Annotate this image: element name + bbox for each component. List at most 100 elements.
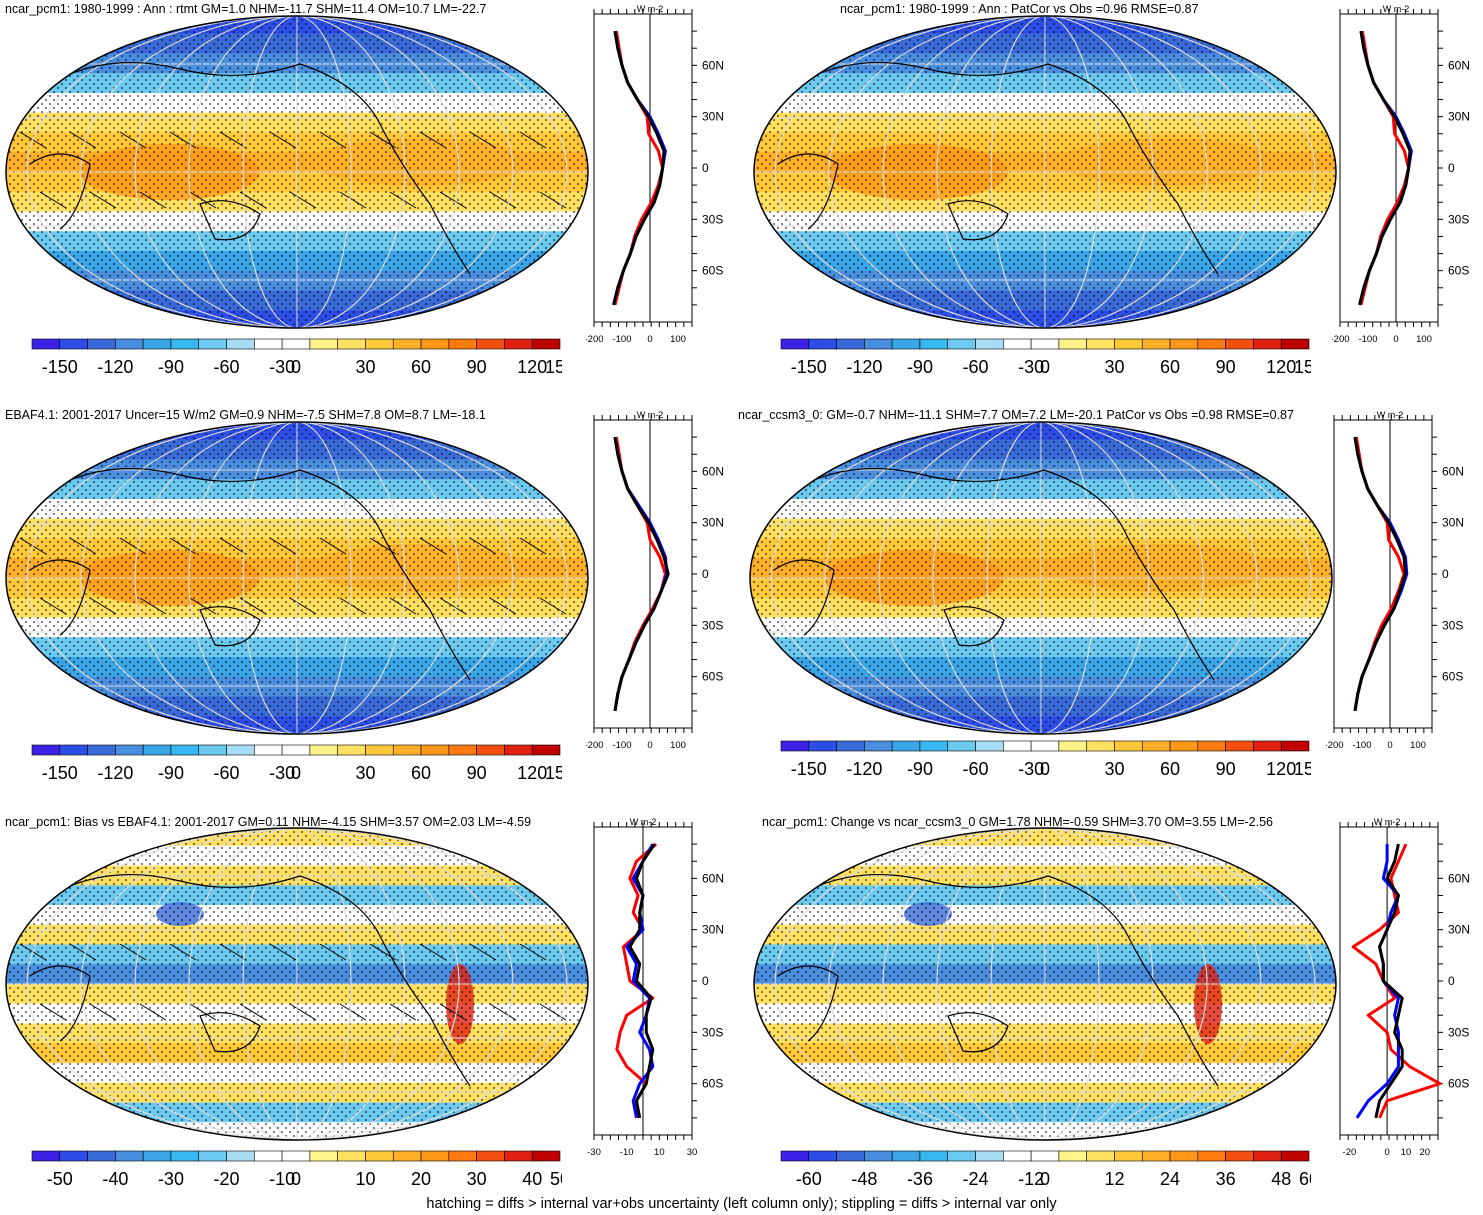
red-series-line: [613, 30, 665, 306]
lat-tick-label: 30S: [1448, 212, 1469, 226]
colorbar-swatch: [392, 338, 422, 350]
colorbar-swatch: [780, 740, 810, 752]
x-tick-label: 20: [1420, 1147, 1431, 1158]
colorbar: -150 -120 -90 -60 -300 30 60 90 120150: [780, 338, 1311, 377]
colorbar-swatch: [1003, 1150, 1032, 1162]
x-tick-label: 0: [1393, 334, 1398, 345]
colorbar: -50 -40 -30 -20 -100 10 20 30 40 50: [31, 1150, 562, 1189]
colorbar-swatch: [254, 744, 283, 756]
colorbar-tick-label: 30: [467, 1169, 487, 1189]
colorbar-tick-label: -150: [791, 759, 827, 779]
colorbar-swatch: [1003, 338, 1032, 350]
colorbar-tick-label: -60: [963, 357, 989, 377]
colorbar-tick-label: 90: [1216, 357, 1236, 377]
profile-frame: [593, 419, 693, 729]
profile-frame: [1339, 13, 1439, 323]
colorbar-swatch: [365, 1150, 394, 1162]
colorbar-swatch: [1225, 338, 1254, 350]
x-axis-label: W m-2: [1383, 4, 1410, 14]
colorbar-swatch: [947, 1150, 976, 1162]
colorbar-swatch: [337, 338, 366, 350]
colorbar-swatch: [476, 1150, 505, 1162]
colorbar-tick-label: 60: [1299, 1169, 1311, 1189]
colorbar-swatch: [808, 740, 837, 752]
colorbar-tick-label: -40: [102, 1169, 128, 1189]
colorbar-tick-label: 12: [1104, 1169, 1124, 1189]
colorbar-tick-label: 30: [1104, 357, 1124, 377]
colorbar: -150 -120 -90 -60 -300 30 60 90 120150: [31, 338, 562, 377]
colorbar-tick-label: 30: [355, 763, 375, 783]
x-tick-label: -100: [1358, 334, 1377, 345]
coastline: [29, 873, 471, 1087]
colorbar-swatch: [309, 338, 338, 350]
colorbar-swatch: [919, 338, 949, 350]
colorbar-tick-label: 36: [1216, 1169, 1236, 1189]
colorbar-swatch: [891, 1150, 921, 1162]
colorbar-swatch: [531, 338, 561, 350]
coastline: [29, 467, 471, 681]
colorbar-swatch: [919, 1150, 949, 1162]
colorbar-swatch: [1003, 740, 1032, 752]
map-outline: [5, 827, 589, 1141]
colorbar-tick-label: -90: [907, 357, 933, 377]
colorbar-swatch: [864, 740, 893, 752]
colorbar-tick-label: -30: [1018, 759, 1044, 779]
colorbar-swatch: [1169, 338, 1199, 350]
colorbar-swatch: [919, 740, 949, 752]
x-tick-label: -10: [620, 1147, 634, 1158]
graticule: [750, 422, 1332, 734]
colorbar-tick-label: 0: [1040, 759, 1050, 779]
x-tick-label: -100: [1352, 740, 1371, 751]
colorbar-tick-label: -60: [214, 763, 240, 783]
map-outline: [5, 421, 589, 735]
coastline: [777, 873, 1219, 1087]
colorbar-tick-label: -30: [269, 357, 295, 377]
colorbar-tick-label: 90: [467, 357, 487, 377]
colorbar-tick-label: 0: [1040, 1169, 1050, 1189]
x-tick-label: 10: [1401, 1147, 1412, 1158]
colorbar-swatch: [1086, 740, 1115, 752]
colorbar-swatch: [947, 740, 976, 752]
x-axis-label: W m-2: [630, 817, 657, 827]
colorbar-swatch: [504, 338, 533, 350]
colorbar-swatch: [1280, 740, 1310, 752]
lat-tick-label: 60S: [702, 264, 723, 278]
colorbar-tick-label: 60: [1160, 759, 1180, 779]
colorbar-swatch: [31, 744, 61, 756]
graticule: [754, 16, 1336, 328]
colorbar-swatch: [59, 1150, 88, 1162]
x-tick-label: 100: [1410, 740, 1426, 751]
colorbar-tick-label: 150: [1294, 759, 1311, 779]
x-tick-label: -200: [1326, 740, 1344, 751]
colorbar-swatch: [420, 1150, 450, 1162]
colorbar: -150 -120 -90 -60 -300 30 60 90 120150: [780, 740, 1311, 779]
black-series-line: [612, 30, 666, 306]
colorbar-swatch: [836, 740, 865, 752]
zonal-mean-profile: 60N 30N 0 30S 60S -200 -100 0 100 W m-2: [586, 410, 724, 751]
colorbar-tick-label: 48: [1271, 1169, 1291, 1189]
x-tick-label: 0: [647, 740, 652, 751]
colorbar-swatch: [87, 744, 116, 756]
lat-tick-label: 60N: [1448, 58, 1470, 72]
colorbar-swatch: [780, 1150, 810, 1162]
colorbar-swatch: [1086, 338, 1115, 350]
colorbar-tick-label: -30: [158, 1169, 184, 1189]
colorbar-tick-label: 0: [1040, 357, 1050, 377]
colorbar-swatch: [531, 744, 561, 756]
colorbar-swatch: [142, 1150, 172, 1162]
colorbar-swatch: [365, 744, 394, 756]
x-tick-label: 0: [647, 334, 652, 345]
graticule: [6, 16, 588, 328]
colorbar-swatch: [337, 1150, 366, 1162]
colorbar-tick-label: -20: [214, 1169, 240, 1189]
x-tick-label: 100: [1416, 334, 1432, 345]
lat-tick-label: 0: [1448, 974, 1455, 988]
colorbar-swatch: [281, 338, 311, 350]
colorbar-tick-label: 120: [517, 763, 547, 783]
colorbar-swatch: [226, 338, 255, 350]
panel-title: ncar_pcm1: 1980-1999 : Ann : rtmt GM=1.0…: [5, 2, 487, 16]
zonal-mean-profile: 60N 30N 0 30S 60S -20 0 10 20 W m-2: [1339, 817, 1470, 1158]
colorbar-tick-label: -150: [791, 357, 827, 377]
red-series-line: [1353, 436, 1406, 712]
global-map: [753, 827, 1337, 1141]
